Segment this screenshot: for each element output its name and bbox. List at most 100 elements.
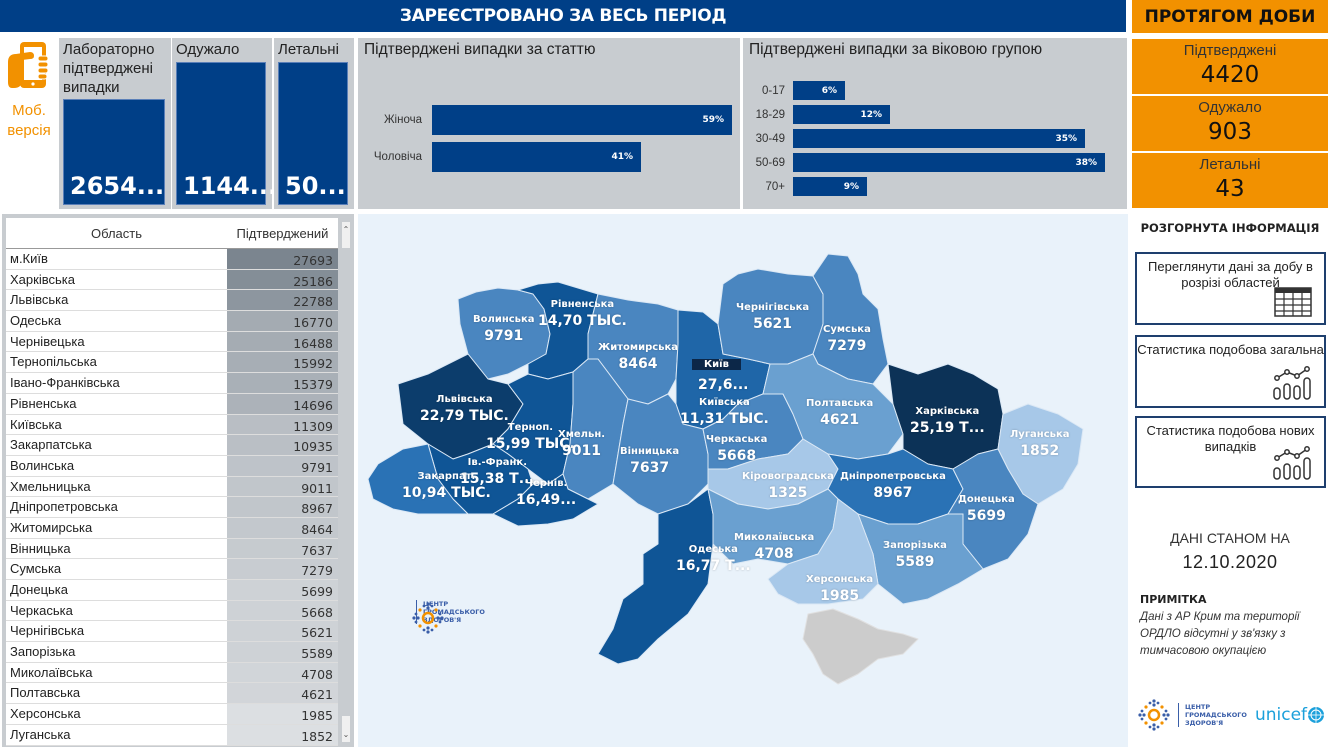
age-bar-0-17[interactable]: 0-17 6% (743, 81, 845, 100)
table-row[interactable]: Івано-Франківська 15379 (6, 373, 338, 394)
table-row[interactable]: Волинська 9791 (6, 455, 338, 477)
gender-bar-female[interactable]: Жіноча 59% (358, 105, 732, 135)
phc-emblem-icon (412, 602, 444, 634)
map-label-khersonska[interactable]: Херсонська 1985 (806, 574, 874, 604)
kpi-recovered-value: 1144... (176, 62, 277, 205)
confirmed-count-cell: 22788 (227, 290, 338, 311)
daily-stats-total-button[interactable]: Статистика подобова загальна (1135, 335, 1326, 408)
table-row[interactable]: Полтавська 4621 (6, 683, 338, 705)
map-label-lvivska[interactable]: Львівська 22,79 ТЫС. (420, 394, 509, 424)
gender-chart-title: Підтверджені випадки за статтю (364, 41, 596, 58)
table-row[interactable]: Черкаська 5668 (6, 600, 338, 622)
map-label-ivano-frankivska[interactable]: Ів.-Франк. 15,38 Т... (460, 457, 535, 487)
expanded-info-title: РОЗГОРНУТА ІНФОРМАЦІЯ (1140, 221, 1320, 235)
table-row[interactable]: Львівська 22788 (6, 290, 338, 312)
confirmed-count-cell: 10935 (227, 435, 338, 455)
table-scrollbar[interactable]: ⌃ ⌄ (342, 222, 350, 742)
column-header-confirmed[interactable]: Підтверджений (236, 226, 329, 241)
age-bar-18-29[interactable]: 18-29 12% (743, 105, 890, 124)
table-row[interactable]: Дніпропетровська 8967 (6, 497, 338, 518)
map-label-kyiv-city[interactable]: Київ (692, 359, 741, 370)
map-label-dnipropetrovska[interactable]: Дніпропетровська 8967 (840, 471, 946, 501)
map-label-zaporizka[interactable]: Запорізька 5589 (883, 540, 947, 570)
gender-bar-male[interactable]: Чоловіча 41% (358, 142, 641, 172)
map-label-rivnenska[interactable]: Рівненська 14,70 ТЫС. (538, 299, 627, 329)
scroll-down-icon[interactable]: ⌄ (342, 716, 350, 742)
map-label-chernivetska[interactable]: Чернів. 16,49... (516, 478, 577, 508)
table-row[interactable]: Рівненська 14696 (6, 393, 338, 415)
map-label-kyivska[interactable]: Київська 11,31 ТЫС. (680, 397, 769, 427)
table-row[interactable]: Запорізька 5589 (6, 642, 338, 663)
table-row[interactable]: Тернопільська 15992 (6, 352, 338, 374)
note: ПРИМІТКА Дані з АР Крим та території ОРД… (1140, 593, 1328, 660)
daily-stats-new-cases-button[interactable]: Статистика подобова нових випадків (1135, 416, 1326, 488)
table-row[interactable]: Київська 11309 (6, 414, 338, 436)
confirmed-count-cell: 15379 (227, 373, 338, 393)
table-row[interactable]: Луганська 1852 (6, 724, 338, 746)
region-name-cell: Сумська (6, 559, 227, 579)
table-row[interactable]: Одеська 16770 (6, 311, 338, 332)
public-health-center-logo: ЦЕНТР ГРОМАДСЬКОГО ЗДОРОВ'Я (410, 600, 485, 634)
region-name-cell: Тернопільська (6, 352, 227, 373)
table-row[interactable]: Вінницька 7637 (6, 538, 338, 560)
map-label-zhytomyrska[interactable]: Житомирська 8464 (598, 342, 679, 372)
region-name-cell: м.Київ (6, 249, 227, 269)
daily-recovered: Одужало 903 (1132, 96, 1328, 151)
mobile-version-link[interactable]: Моб. версія (0, 38, 58, 150)
kpi-recovered-label: Одужало (176, 41, 240, 58)
age-bar-50-69[interactable]: 50-69 38% (743, 153, 1105, 172)
map-label-mykolaivska[interactable]: Миколаївська 4708 (734, 532, 815, 562)
region-name-cell: Київська (6, 414, 227, 435)
table-row[interactable]: Херсонська 1985 (6, 704, 338, 725)
table-row[interactable]: Закарпатська 10935 (6, 435, 338, 456)
map-label-poltavska[interactable]: Полтавська 4621 (806, 398, 874, 428)
table-row[interactable]: Харківська 25186 (6, 269, 338, 291)
map-label-cherkaska[interactable]: Черкаська 5668 (706, 434, 768, 464)
region-poltavska (762, 353, 904, 460)
map-label-vinnytska[interactable]: Вінницька 7637 (620, 446, 680, 476)
map-label-khmelnytska[interactable]: Хмельн. 9011 (558, 429, 606, 459)
map-value-kyiv-city: 27,6... (698, 377, 749, 393)
kpi-deaths: Летальні 50... (274, 38, 354, 209)
confirmed-count-cell: 1852 (227, 724, 338, 745)
map-label-volynska[interactable]: Волинська 9791 (473, 314, 535, 344)
region-name-cell: Дніпропетровська (6, 497, 227, 517)
daily-header: ПРОТЯГОМ ДОБИ (1132, 0, 1328, 33)
table-row[interactable]: Хмельницька 9011 (6, 476, 338, 498)
confirmed-count-cell: 8967 (227, 497, 338, 517)
age-bar-30-49[interactable]: 30-49 35% (743, 129, 1085, 148)
map-label-zakarpatska[interactable]: Закарпат. 10,94 ТЫС. (402, 471, 491, 501)
chart-icon (1273, 446, 1311, 480)
region-name-cell: Чернівецька (6, 331, 227, 352)
map-label-luhanska[interactable]: Луганська 1852 (1010, 429, 1070, 459)
scroll-up-icon[interactable]: ⌃ (342, 222, 350, 248)
table-row[interactable]: Донецька 5699 (6, 580, 338, 601)
note-text: Дані з АР Крим та території ОРДЛО відсут… (1140, 611, 1300, 657)
region-name-cell: Одеська (6, 311, 227, 331)
table-row[interactable]: Миколаївська 4708 (6, 662, 338, 684)
kpi-deaths-value: 50... (278, 62, 348, 205)
map-label-donetska[interactable]: Донецька 5699 (958, 494, 1015, 524)
table-row[interactable]: Сумська 7279 (6, 559, 338, 580)
map-label-ternopilska[interactable]: Терноп. 15,99 ТЫС. (486, 422, 575, 452)
age-bar-70-plus[interactable]: 70+ 9% (743, 177, 867, 196)
phc-logo-text: ЦЕНТР ГРОМАДСЬКОГО ЗДОРОВ'Я (416, 600, 485, 624)
region-name-cell: Львівська (6, 290, 227, 311)
region-sumska (812, 253, 889, 385)
region-zakarpatska (367, 443, 469, 515)
table-row[interactable]: Житомирська 8464 (6, 517, 338, 539)
daily-deaths: Летальні 43 (1132, 153, 1328, 208)
map-label-kharkivska[interactable]: Харківська 25,19 Т... (910, 406, 985, 436)
table-row[interactable]: м.Київ 27693 (6, 249, 338, 270)
region-name-cell: Харківська (6, 269, 227, 290)
column-header-region[interactable]: Область (90, 226, 143, 241)
map-label-chernihivska[interactable]: Чернігівська 5621 (736, 302, 810, 332)
map-label-odeska[interactable]: Одеська 16,77 Т... (676, 544, 751, 574)
confirmed-count-cell: 7637 (227, 538, 338, 559)
map-label-sumska[interactable]: Сумська 7279 (823, 324, 871, 354)
daily-by-region-button[interactable]: Переглянути дані за добу в розрізі облас… (1135, 252, 1326, 325)
table-row[interactable]: Чернівецька 16488 (6, 331, 338, 353)
gender-chart: Підтверджені випадки за статтю Жіноча 59… (358, 38, 740, 209)
table-row[interactable]: Чернігівська 5621 (6, 621, 338, 643)
map-label-kirovohradska[interactable]: Кіровоградська 1325 (742, 471, 834, 501)
